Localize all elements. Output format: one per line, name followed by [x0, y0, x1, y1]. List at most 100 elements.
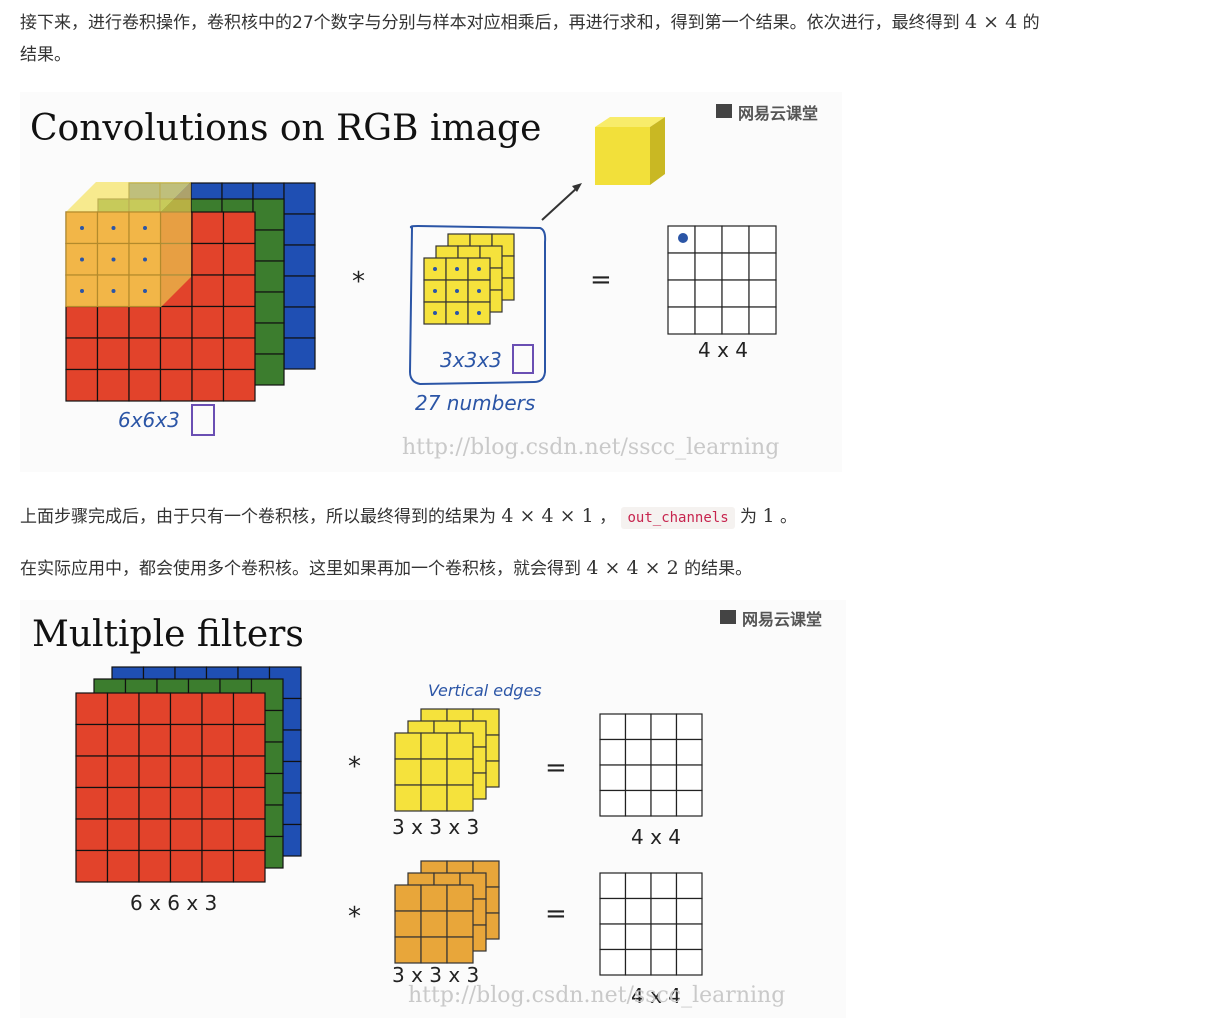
output-cell — [650, 923, 678, 951]
red-cell — [106, 692, 140, 726]
red-cell — [191, 211, 225, 245]
red-cell — [201, 692, 235, 726]
output-cell — [667, 279, 696, 308]
output-cell — [694, 306, 723, 335]
filter-weight-dot — [455, 267, 459, 271]
output-cell — [624, 738, 652, 766]
filter-cell — [446, 732, 474, 760]
output-cell — [675, 789, 703, 817]
output-cell — [650, 738, 678, 766]
red-cell — [232, 723, 266, 757]
output-cell — [675, 897, 703, 925]
red-cell — [128, 337, 162, 371]
paragraph-1: 接下来，进行卷积操作，卷积核中的27个数字与分别与样本对应相乘后，再进行求和，得… — [20, 6, 1210, 71]
red-cell — [191, 368, 225, 402]
input-highlight-region — [65, 182, 191, 308]
red-cell — [138, 818, 172, 852]
red-cell — [75, 786, 109, 820]
red-cell — [169, 786, 203, 820]
figure-multiple-filters: Multiple filters 网易云课堂 6 x 6 x 3 Vertica… — [20, 600, 846, 1018]
highlight-cell — [96, 274, 130, 308]
red-cell — [169, 849, 203, 883]
paragraph-1-text-end: 的 — [1022, 13, 1040, 33]
filter-cell — [446, 784, 474, 812]
multiply-operator-1: * — [348, 752, 361, 782]
output-cell — [599, 789, 627, 817]
output-cell — [650, 789, 678, 817]
figure-1-title: Convolutions on RGB image — [30, 108, 541, 149]
red-cell — [159, 368, 193, 402]
green-cell — [252, 353, 285, 386]
red-cell — [128, 368, 162, 402]
output-cell — [650, 764, 678, 792]
red-cell — [201, 755, 235, 789]
red-cell — [138, 786, 172, 820]
figure-2-svg: Multiple filters 网易云课堂 6 x 6 x 3 Vertica… — [32, 610, 822, 1008]
filter-weight-dot — [455, 289, 459, 293]
weight-dot — [143, 289, 147, 293]
red-cell — [232, 692, 266, 726]
output-grid-2 — [599, 872, 703, 976]
red-cell — [65, 368, 99, 402]
red-cell — [232, 849, 266, 883]
output-cell — [748, 225, 777, 254]
output-grid — [667, 225, 777, 335]
filter-weight-dot — [477, 289, 481, 293]
red-cell — [169, 692, 203, 726]
highlight-side — [161, 182, 191, 307]
paragraph-2: 上面步骤完成后，由于只有一个卷积核，所以最终得到的结果为 4 × 4 × 1 ，… — [20, 500, 1210, 534]
filter-weight-dot — [433, 311, 437, 315]
filter-yellow-cube — [394, 708, 500, 812]
paragraph-1-math: 4 × 4 — [965, 11, 1018, 33]
red-cell — [106, 849, 140, 883]
paragraph-3-math: 4 × 4 × 2 — [586, 557, 679, 579]
netease-logo-icon-2 — [720, 610, 736, 624]
blue-cell — [283, 182, 316, 215]
output-cell — [675, 923, 703, 951]
result-cube — [595, 117, 665, 185]
output-cell — [675, 713, 703, 741]
red-cell — [106, 818, 140, 852]
red-cell — [138, 692, 172, 726]
weight-dot — [111, 226, 116, 230]
output-cell — [650, 948, 678, 976]
output-cell — [624, 789, 652, 817]
red-cell — [222, 337, 256, 371]
output-cell — [694, 225, 723, 254]
red-cell — [191, 274, 225, 308]
output-grid-1 — [599, 713, 703, 817]
filter-cell — [394, 910, 422, 938]
weight-dot — [111, 289, 116, 293]
arrow-head — [572, 183, 582, 192]
output-cell — [721, 306, 750, 335]
output-cell — [748, 306, 777, 335]
paragraph-2-text-b: 为 — [740, 507, 758, 527]
weight-dot — [80, 226, 84, 230]
filter-cell — [420, 758, 448, 786]
red-cell — [75, 818, 109, 852]
paragraph-2-math-2: 1 — [762, 505, 775, 527]
red-cell — [222, 368, 256, 402]
red-cell — [65, 337, 99, 371]
equals-operator: = — [590, 265, 612, 295]
paragraph-3: 在实际应用中，都会使用多个卷积核。这里如果再加一个卷积核，就会得到 4 × 4 … — [20, 552, 1210, 585]
filter-2-dim-label: 3 x 3 x 3 — [392, 963, 479, 987]
filter-cell — [446, 758, 474, 786]
filter-orange-cube — [394, 860, 500, 964]
filter-cell — [394, 732, 422, 760]
output-cell — [721, 279, 750, 308]
blue-cell — [283, 275, 316, 308]
output-cell — [599, 738, 627, 766]
input-depth-box — [191, 404, 215, 436]
output-cell — [599, 897, 627, 925]
filter-cell — [394, 936, 422, 964]
figure-1-svg: Convolutions on RGB image 网易云课堂 6x6x3 * … — [30, 104, 818, 460]
multiply-operator-2: * — [348, 902, 361, 932]
multiply-operator: * — [352, 267, 365, 297]
paragraph-1-text: 接下来，进行卷积操作，卷积核中的27个数字与分别与样本对应相乘后，再进行求和，得… — [20, 13, 960, 33]
input-dim-label: 6x6x3 — [118, 408, 180, 432]
output-cell — [721, 225, 750, 254]
blue-cell — [283, 337, 316, 370]
red-cell — [169, 723, 203, 757]
paragraph-2-end: 。 — [779, 507, 797, 527]
